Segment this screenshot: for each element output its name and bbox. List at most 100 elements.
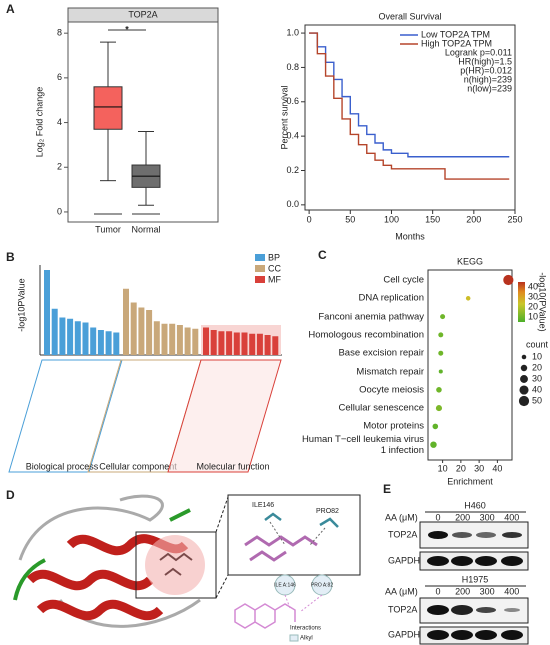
protein: TOP2A — [388, 529, 417, 539]
dose: 200 — [455, 586, 470, 596]
legend-label: High TOP2A TPM — [421, 38, 492, 48]
y-axis-label: Percent survival — [279, 85, 289, 149]
y-tick-label: Cellular senescence — [338, 402, 424, 414]
plot-frame — [304, 24, 516, 211]
residue-label: ILE A:146 — [274, 582, 296, 588]
dot — [465, 296, 471, 301]
bar — [226, 331, 233, 355]
y-tick-label: Oocyte meiosis — [359, 384, 424, 396]
bar — [184, 327, 191, 355]
x-tick-label: 50 — [345, 214, 355, 224]
chart-title: Overall Survival — [378, 11, 441, 21]
bar — [153, 321, 160, 355]
y-tick-label: 0.8 — [286, 62, 299, 72]
legend-swatch — [255, 265, 265, 272]
x-tick-label: 40 — [492, 463, 502, 473]
panel-label: E — [383, 482, 391, 496]
dot — [438, 332, 444, 338]
dot — [430, 441, 437, 448]
x-tick-label: 200 — [466, 214, 481, 224]
y-axis-label: Log₂ Fold change — [34, 87, 44, 158]
y-tick-label: DNA replication — [358, 292, 424, 304]
group-outline — [167, 359, 282, 473]
y-tick-label: 0.2 — [286, 165, 299, 175]
chart-title: KEGG — [457, 256, 483, 266]
size-legend-dot — [520, 364, 528, 372]
treatment: AA (μM) — [385, 586, 418, 596]
panel-label: B — [6, 250, 15, 264]
dose: 400 — [504, 586, 519, 596]
blot-images — [419, 511, 529, 645]
x-tick-label: 20 — [456, 463, 466, 473]
group-label: Biological process — [26, 461, 99, 471]
dot — [440, 314, 446, 320]
x-tick-label: 10 — [438, 463, 448, 473]
dose: 0 — [435, 586, 440, 596]
protein-structure — [13, 494, 361, 642]
y-tick-label: 0 — [57, 206, 62, 216]
residue-label: PRO82 — [316, 508, 339, 515]
legend-swatch — [255, 276, 265, 283]
residue-label: PRO A:82 — [311, 582, 333, 588]
panel-label: C — [318, 248, 327, 262]
legend-item: Alkyl — [300, 636, 313, 642]
dot — [435, 405, 443, 412]
bar — [264, 335, 271, 355]
bar — [218, 331, 225, 355]
annotation: Logrank p=0.011 — [445, 47, 512, 57]
bar — [169, 323, 176, 355]
bar — [161, 323, 168, 355]
bar — [44, 270, 50, 355]
treatment: AA (μM) — [385, 512, 418, 522]
bar — [59, 317, 66, 355]
y-tick-label: 2 — [57, 162, 62, 172]
bar — [90, 327, 97, 355]
annotation: HR(high)=1.5 — [458, 56, 512, 66]
annotation: p(HR)=0.012 — [460, 65, 512, 75]
y-axis-label: -log10PValue — [16, 278, 26, 331]
x-tick-label: Normal — [131, 224, 160, 234]
y-tick-label: 4 — [57, 117, 62, 127]
bar — [210, 330, 217, 355]
y-tick-label: 6 — [57, 72, 62, 82]
x-axis-label: Enrichment — [447, 476, 493, 486]
colorbar-tick-label: 40 — [528, 281, 538, 291]
y-tick-label: Human T−cell leukemia virus 1 infection — [301, 433, 424, 456]
y-tick-label: 0.6 — [286, 96, 299, 106]
dot — [438, 369, 443, 374]
colorbar-label: -log10(PValue) — [538, 272, 548, 331]
x-tick-label: 250 — [507, 214, 522, 224]
y-tick-label: 8 — [57, 28, 62, 38]
x-tick-label: 0 — [307, 214, 312, 224]
protein: GAPDH — [388, 555, 420, 565]
size-legend-dot — [518, 395, 530, 407]
x-tick-label: 150 — [425, 214, 440, 224]
size-legend-dot — [521, 354, 527, 360]
bar — [74, 321, 81, 355]
bar — [51, 308, 58, 355]
bar — [203, 327, 209, 355]
y-tick-label: Base excision repair — [338, 347, 424, 359]
y-tick-label: Homologous recombination — [308, 329, 424, 341]
bar — [67, 318, 74, 355]
cell-line: H460 — [464, 500, 486, 510]
annotation: n(low)=239 — [467, 83, 512, 93]
dose: 0 — [435, 512, 440, 522]
bar — [233, 332, 240, 355]
bar — [272, 336, 279, 355]
group-outline — [8, 359, 123, 473]
x-tick-label: 30 — [474, 463, 484, 473]
dot — [436, 387, 442, 393]
survival-curve — [309, 32, 510, 158]
legend-label: BP — [268, 252, 280, 262]
y-tick-label: 1.0 — [286, 27, 299, 37]
panel-label: A — [6, 2, 15, 16]
protein: GAPDH — [388, 629, 420, 639]
bar — [192, 328, 199, 355]
dot — [432, 423, 439, 430]
plot-frame — [427, 269, 513, 461]
dose: 200 — [455, 512, 470, 522]
group-label: Molecular function — [196, 461, 269, 471]
